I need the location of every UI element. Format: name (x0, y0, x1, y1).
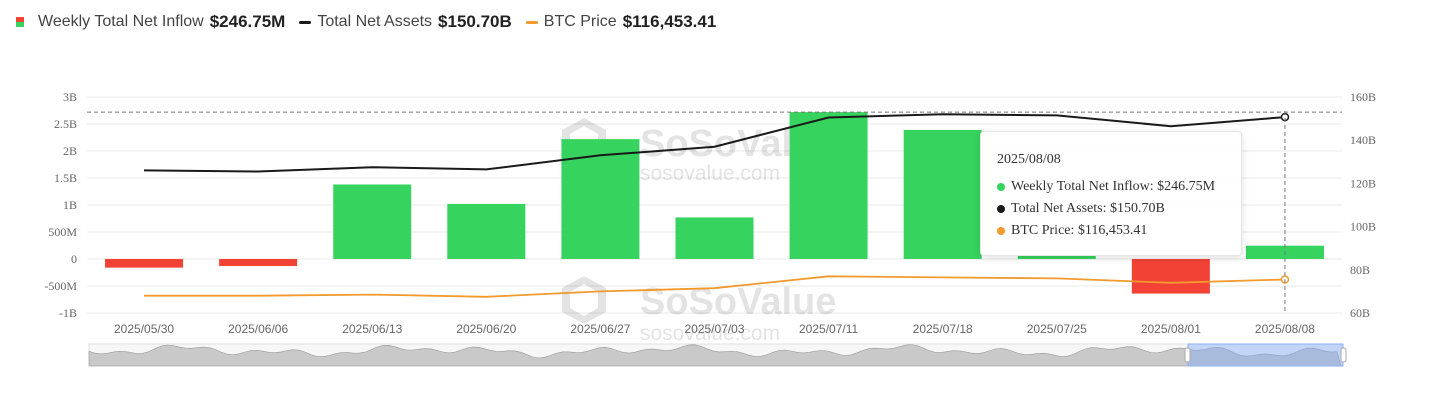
right-axis-tick-label: 80B (1350, 263, 1370, 277)
zoom-slider[interactable] (88, 343, 1347, 367)
chart-legend: Weekly Total Net Inflow $246.75M Total N… (16, 10, 730, 34)
inflow-bar[interactable] (1017, 255, 1096, 259)
tooltip-row: Weekly Total Net Inflow: $246.75M (997, 176, 1241, 198)
legend-label: Weekly Total Net Inflow (38, 13, 204, 30)
legend-item-net-assets[interactable]: Total Net Assets $150.70B (299, 12, 512, 32)
tooltip-row-text: Weekly Total Net Inflow: $246.75M (1011, 179, 1216, 194)
x-axis-tick-label: 2025/05/30 (114, 322, 174, 336)
left-axis-tick-label: 2.5B (54, 117, 77, 131)
legend-value: $150.70B (438, 12, 512, 31)
net-assets-line[interactable] (143, 113, 1286, 173)
x-axis-tick-label: 2025/06/20 (456, 322, 516, 336)
x-axis-tick-label: 2025/06/06 (228, 322, 288, 336)
series-dot-icon (997, 205, 1005, 213)
right-axis-tick-label: 100B (1350, 220, 1376, 234)
tooltip-row: Total Net Assets: $150.70B (997, 198, 1241, 220)
inflow-bar[interactable] (561, 139, 640, 259)
left-axis-tick-label: 0 (71, 252, 77, 266)
inflow-bar[interactable] (789, 112, 868, 260)
chart-tooltip: 2025/08/08 Weekly Total Net Inflow: $246… (980, 131, 1242, 256)
right-axis-tick-label: 160B (1350, 90, 1376, 104)
legend-value: $246.75M (209, 12, 286, 31)
watermark-brand: SoSoValue (640, 281, 836, 323)
x-axis-tick-label: 2025/07/11 (799, 322, 858, 336)
legend-value: $116,453.41 (622, 12, 717, 31)
left-axis-tick-label: 3B (63, 90, 77, 104)
inflow-bar[interactable] (675, 217, 754, 259)
left-axis-tick-label: 500M (48, 225, 77, 239)
crosshair (87, 111, 1342, 313)
inflow-bar[interactable] (447, 203, 526, 259)
right-axis-tick-label: 120B (1350, 176, 1376, 190)
watermark-logo-icon (562, 276, 606, 324)
inflow-bar[interactable] (1131, 259, 1210, 294)
x-axis-tick-label: 2025/07/18 (913, 322, 973, 336)
left-axis-tick-label: -1B (59, 306, 77, 320)
tooltip-row-text: Total Net Assets: $150.70B (1011, 201, 1165, 216)
legend-item-net-inflow[interactable]: Weekly Total Net Inflow $246.75M (16, 12, 285, 32)
btc-price-line[interactable] (144, 275, 1286, 298)
series-dot-icon (997, 227, 1005, 235)
axes: 3B 2.5B 2B 1.5B 1B 500M 0 -500M -1B 160B 140B 120B 1… (44, 90, 1376, 336)
inflow-bar[interactable] (219, 259, 298, 267)
bar-series (105, 112, 1324, 294)
x-axis-tick-label: 2025/07/03 (684, 322, 744, 336)
inflow-bar[interactable] (903, 129, 982, 259)
left-axis-tick-label: -500M (44, 279, 77, 293)
x-axis-tick-label: 2025/08/08 (1255, 322, 1315, 336)
zoom-preview-area (88, 344, 1342, 367)
zoom-handle-left[interactable] (1184, 347, 1191, 363)
x-axis-tick-label: 2025/08/01 (1141, 322, 1201, 336)
left-axis-tick-label: 1.5B (54, 171, 77, 185)
tooltip-date: 2025/08/08 (997, 152, 1061, 167)
bar-swatch-icon (16, 17, 24, 27)
watermark-site: sosovalue.com (640, 162, 780, 185)
zoom-handle-right[interactable] (1340, 347, 1347, 363)
tooltip-row: BTC Price: $116,453.41 (997, 220, 1241, 242)
right-axis-tick-label: 140B (1350, 133, 1376, 147)
line-swatch-icon (525, 20, 538, 24)
series-dot-icon (997, 183, 1005, 191)
zoom-selection[interactable] (1187, 343, 1344, 367)
left-axis-tick-label: 1B (63, 198, 77, 212)
inflow-bar[interactable] (333, 184, 412, 259)
x-axis-tick-label: 2025/06/27 (570, 322, 630, 336)
legend-label: Total Net Assets (317, 13, 433, 30)
inflow-bar[interactable] (105, 259, 184, 268)
left-axis-tick-label: 2B (63, 144, 77, 158)
legend-item-btc-price[interactable]: BTC Price $116,453.41 (525, 12, 717, 32)
legend-label: BTC Price (543, 13, 617, 30)
watermark-site: sosovalue.com (640, 322, 780, 345)
x-axis-tick-label: 2025/07/25 (1027, 322, 1087, 336)
tooltip-row-text: BTC Price: $116,453.41 (1011, 223, 1148, 238)
right-axis-tick-label: 60B (1350, 306, 1370, 320)
x-axis-tick-label: 2025/06/13 (342, 322, 402, 336)
line-swatch-icon (299, 20, 312, 24)
